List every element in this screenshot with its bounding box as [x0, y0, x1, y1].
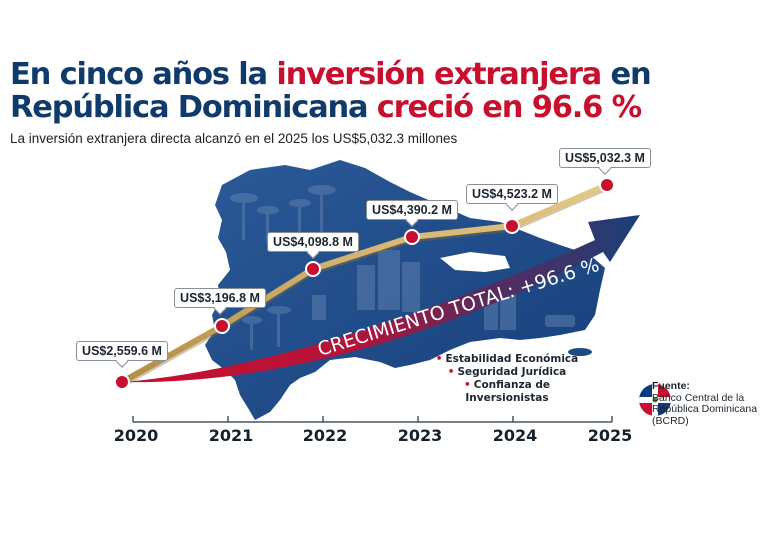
- data-label-2025: US$5,032.3 M: [559, 148, 651, 168]
- decorative-palm-icons: [230, 185, 336, 350]
- year-label-2023: 2023: [397, 426, 443, 445]
- factor-item: • Confianza de: [464, 379, 550, 391]
- growth-factors-list: • Estabilidad Económica • Seguridad Jurídi…: [412, 353, 602, 405]
- factor-item: • Estabilidad Económica: [435, 353, 579, 365]
- data-points: [114, 177, 615, 390]
- point-2023: [404, 229, 420, 245]
- year-label-2020: 2020: [113, 426, 159, 445]
- point-2025: [599, 177, 615, 193]
- year-label-2022: 2022: [302, 426, 348, 445]
- point-2022: [305, 261, 321, 277]
- data-label-2024: US$4,523.2 M: [466, 184, 558, 204]
- data-label-2022: US$4,098.8 M: [267, 232, 359, 252]
- data-label-2023: US$4,390.2 M: [366, 200, 458, 220]
- year-label-2021: 2021: [208, 426, 254, 445]
- title-highlight: inversión extranjera: [276, 57, 602, 92]
- factor-item-cont: Inversionistas: [465, 392, 549, 404]
- source-note: Fuente: Banco Central de la República Do…: [652, 380, 758, 427]
- subtitle: La inversión extranjera directa alcanzó …: [10, 131, 458, 146]
- year-label-2025: 2025: [587, 426, 633, 445]
- point-2024: [504, 218, 520, 234]
- page-title: En cinco años la inversión extranjera en…: [10, 57, 652, 125]
- point-2020: [114, 374, 130, 390]
- point-2021: [214, 318, 230, 334]
- data-label-2020: US$2,559.6 M: [76, 341, 168, 361]
- bullet-icon: •: [464, 379, 471, 391]
- title-highlight: creció en 96.6 %: [376, 90, 642, 125]
- title-text: En cinco años la: [10, 57, 277, 92]
- source-heading: Fuente:: [652, 380, 690, 392]
- bullet-icon: •: [447, 366, 455, 378]
- year-label-2024: 2024: [492, 426, 538, 445]
- title-text: en: [601, 57, 651, 92]
- bullet-icon: •: [435, 353, 443, 365]
- title-text: República Dominicana: [10, 90, 377, 125]
- factor-item: • Seguridad Jurídica: [447, 366, 567, 378]
- data-label-2021: US$3,196.8 M: [174, 288, 266, 308]
- decorative-building-icons: [312, 250, 575, 330]
- x-axis: [132, 416, 613, 423]
